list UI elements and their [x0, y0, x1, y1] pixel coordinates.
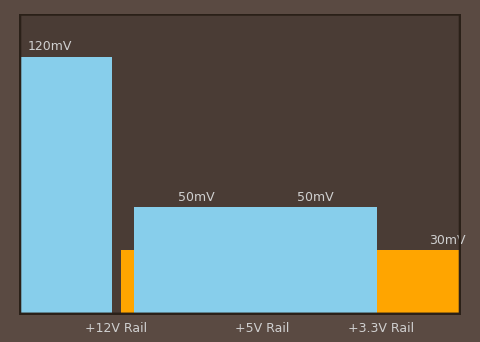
Bar — [121, 250, 244, 315]
Text: 30mV: 30mV — [164, 234, 201, 247]
Text: 30mV: 30mV — [429, 234, 466, 247]
Text: 30mV: 30mV — [310, 234, 347, 247]
Text: 50mV: 50mV — [297, 191, 334, 204]
Bar — [266, 250, 390, 315]
Bar — [0, 57, 112, 315]
Text: 120mV: 120mV — [28, 40, 72, 53]
Bar — [253, 207, 377, 315]
Bar — [386, 250, 480, 315]
Bar — [134, 207, 258, 315]
Text: 50mV: 50mV — [178, 191, 214, 204]
